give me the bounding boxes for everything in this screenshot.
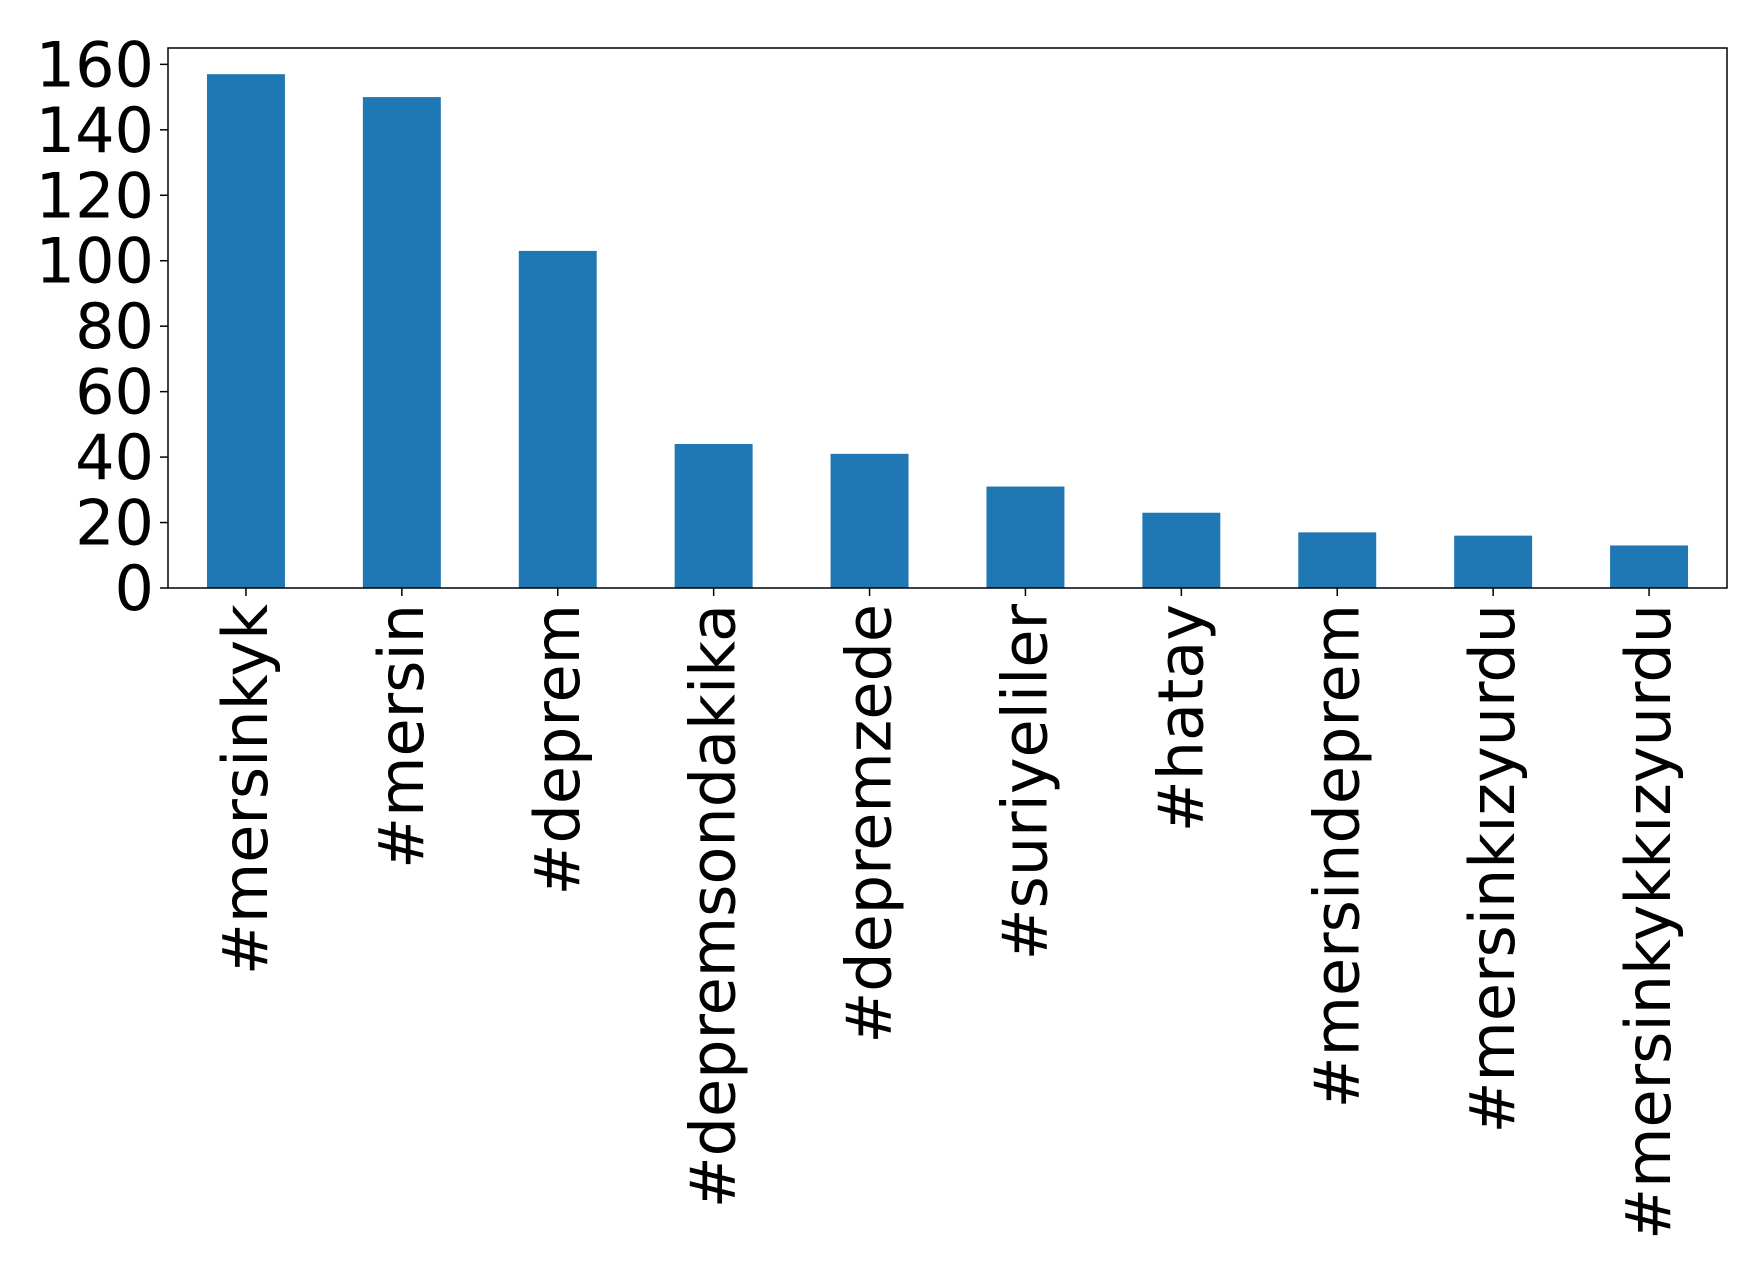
bar	[362, 97, 441, 588]
x-tick-label: #mersindeprem	[1300, 604, 1373, 1108]
y-tick-label: 40	[75, 421, 154, 494]
bar	[1454, 535, 1533, 588]
x-tick-label: #mersinkızyurdu	[1456, 604, 1529, 1134]
x-tick-label: #mersinkykkızyurdu	[1612, 604, 1685, 1240]
y-tick-label: 80	[75, 290, 154, 363]
bar	[830, 453, 909, 588]
y-tick-label: 140	[36, 94, 154, 167]
bar	[206, 74, 285, 588]
bar	[674, 444, 753, 588]
x-tick-label: #mersinkyk	[209, 604, 282, 975]
y-tick-label: 0	[115, 552, 154, 625]
bar	[1610, 545, 1689, 588]
bar	[518, 250, 597, 588]
x-tick-label: #suriyeliler	[988, 604, 1061, 961]
x-axis: #mersinkyk #mersin #deprem #depremsondakika…	[209, 588, 1685, 1240]
x-tick-label: #mersin	[365, 604, 438, 869]
x-tick-label: #depremzede	[833, 604, 906, 1044]
x-tick-label: #deprem	[521, 604, 594, 895]
bar	[986, 486, 1065, 588]
y-tick-label: 160	[36, 28, 154, 101]
plot-frame	[167, 47, 1728, 589]
bar	[1298, 532, 1377, 588]
y-tick-label: 60	[75, 356, 154, 429]
x-tick-label: #depremsondakika	[677, 604, 750, 1208]
bar	[1142, 512, 1221, 588]
y-tick-label: 100	[36, 225, 154, 298]
bars-group	[206, 74, 1689, 588]
x-tick-label: #hatay	[1144, 604, 1217, 832]
y-tick-label: 120	[36, 159, 154, 232]
y-tick-label: 20	[75, 487, 154, 560]
